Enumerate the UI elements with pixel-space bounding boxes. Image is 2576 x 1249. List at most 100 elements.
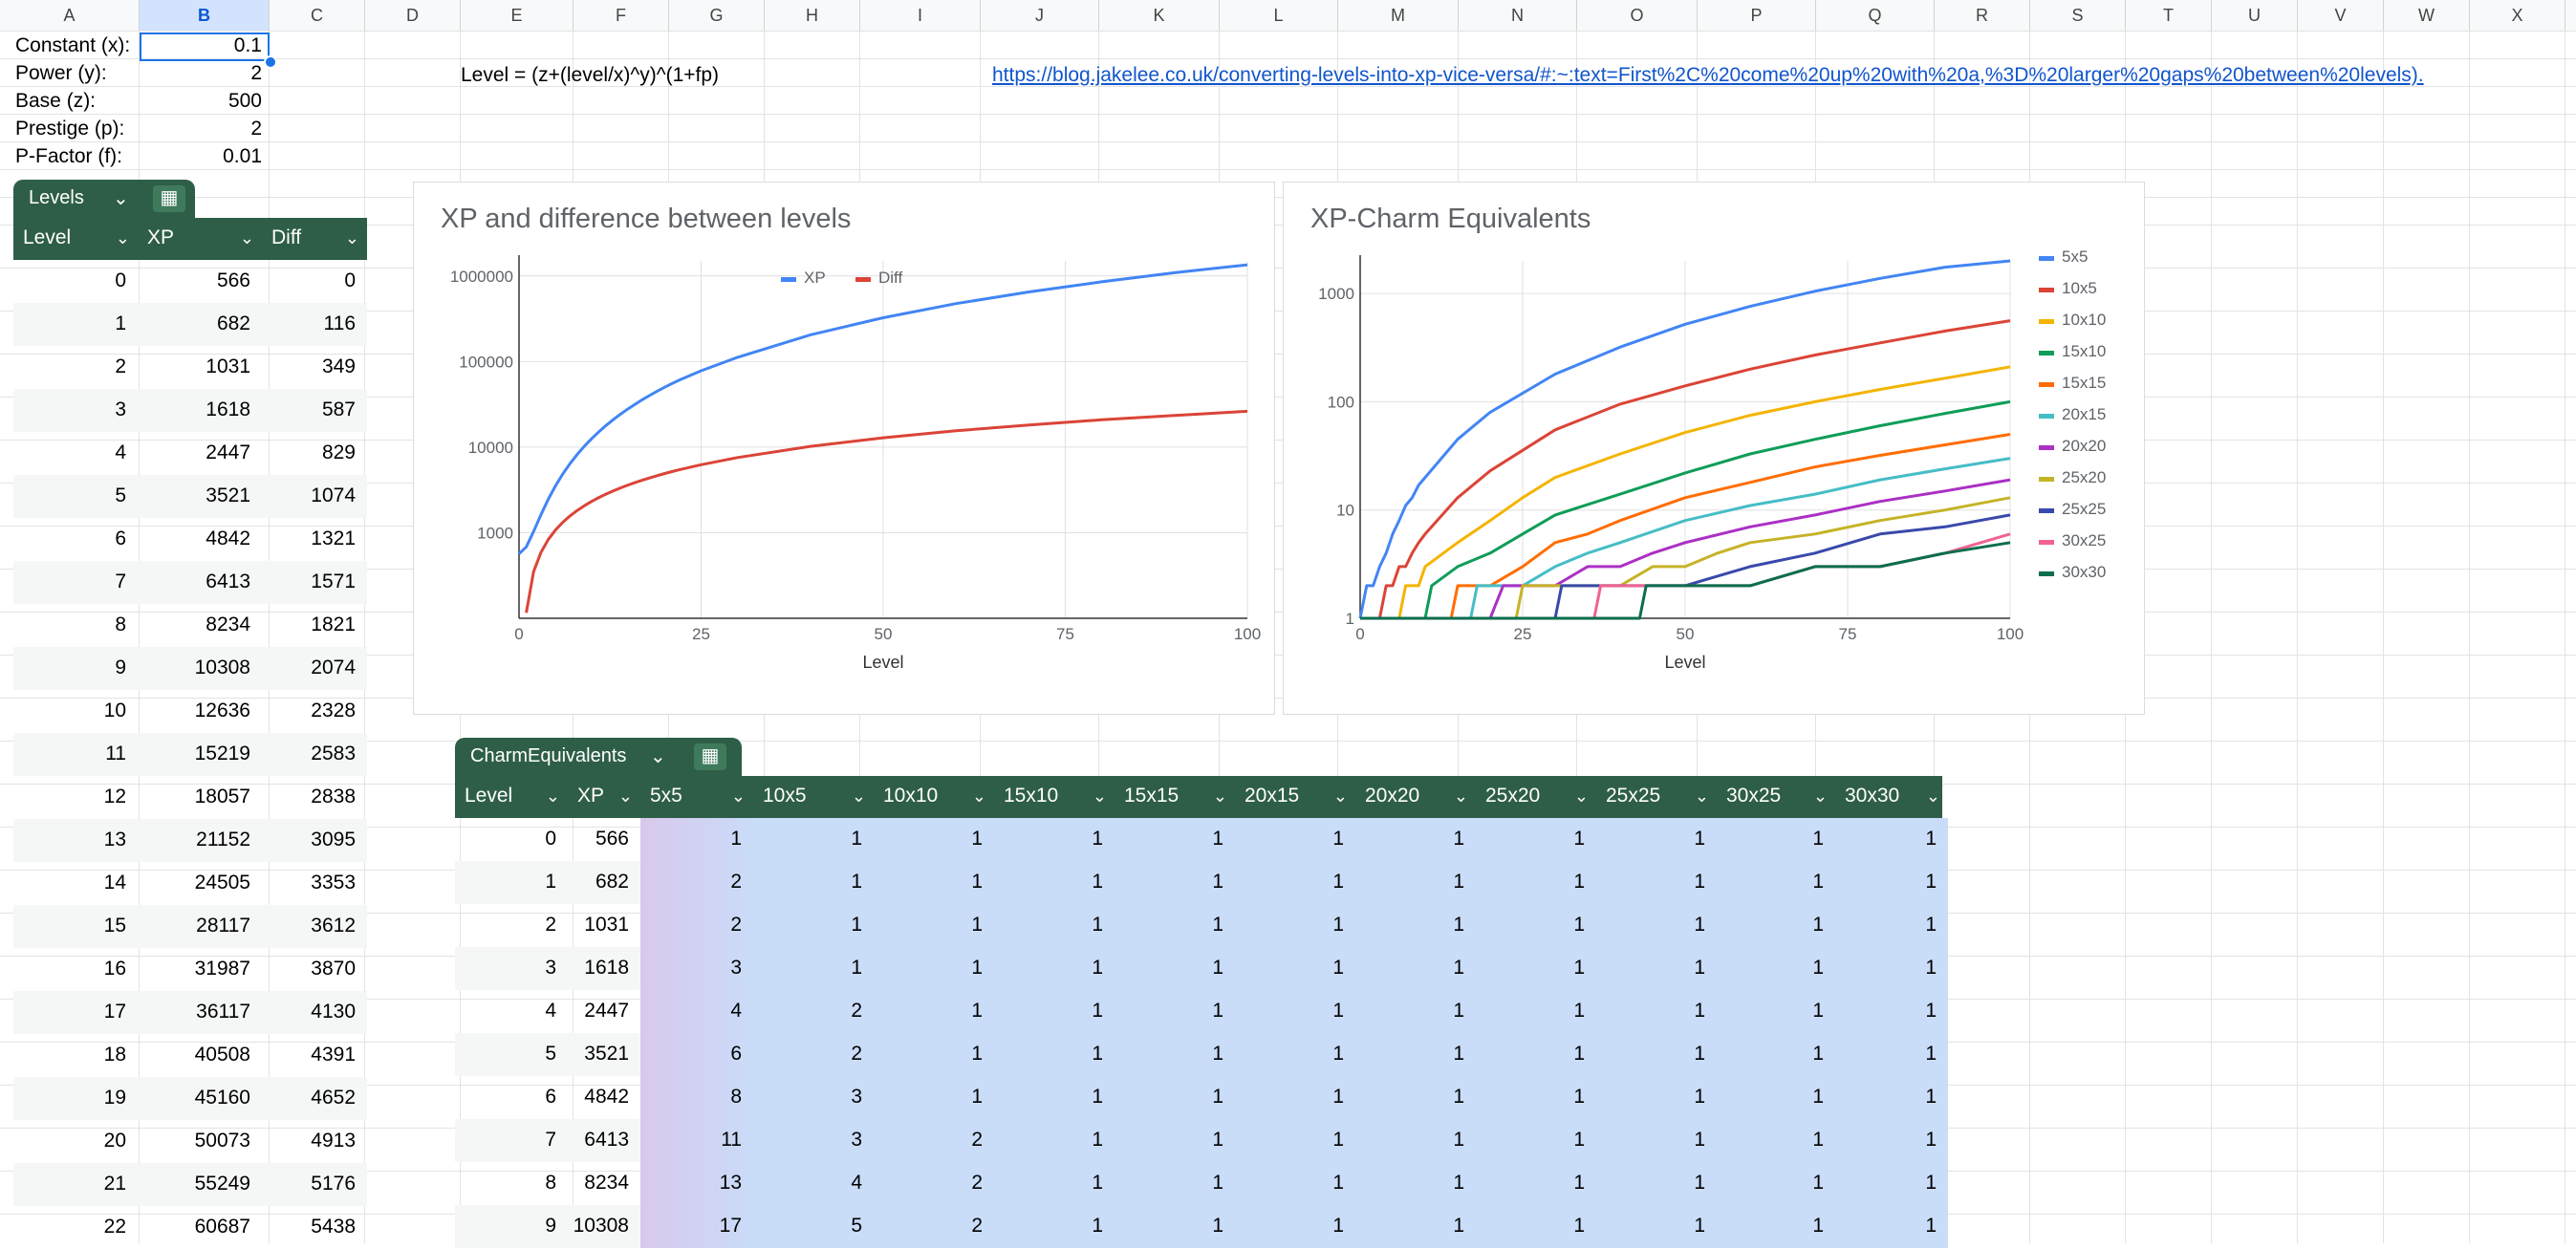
table-cell[interactable]: 1821 (262, 604, 367, 647)
table-cell[interactable]: 0 (262, 260, 367, 303)
column-header-b[interactable]: B (140, 0, 270, 31)
chevron-down-icon[interactable]: ⌄ (852, 776, 866, 816)
table-cell[interactable]: 1 (1115, 1033, 1235, 1076)
table-cell[interactable]: 8234 (138, 604, 262, 647)
table-cell[interactable]: 1 (1476, 818, 1596, 861)
table-cell[interactable]: 40508 (138, 1034, 262, 1077)
table-cell[interactable]: 829 (262, 432, 367, 475)
column-header-u[interactable]: U (2212, 0, 2298, 31)
table-cell[interactable]: 4 (753, 1162, 874, 1205)
param-value[interactable]: 0.01 (140, 142, 262, 171)
chevron-down-icon[interactable]: ⌄ (1813, 776, 1828, 816)
table-cell[interactable]: 1 (1835, 947, 1948, 990)
table-cell[interactable]: 1 (1115, 990, 1235, 1033)
table-cell[interactable]: 8 (455, 1162, 568, 1205)
table-cell[interactable]: 5 (753, 1205, 874, 1248)
table-cell[interactable]: 1 (1717, 1205, 1835, 1248)
table-header-cell[interactable]: Level⌄ (13, 218, 138, 260)
table-header-cell[interactable]: 10x10⌄ (874, 776, 994, 818)
table-cell[interactable]: 3 (753, 1076, 874, 1119)
chevron-down-icon[interactable]: ⌄ (650, 744, 666, 768)
table-cell[interactable]: 1 (640, 818, 753, 861)
table-cell[interactable]: 682 (138, 303, 262, 346)
table-cell[interactable]: 3521 (138, 475, 262, 518)
table-header-cell[interactable]: 30x25⌄ (1717, 776, 1835, 818)
table-cell[interactable]: 24505 (138, 862, 262, 905)
table-cell[interactable]: 6 (13, 518, 138, 561)
column-header-c[interactable]: C (270, 0, 365, 31)
table-cell[interactable]: 1 (1835, 1205, 1948, 1248)
table-cell[interactable]: 20 (13, 1120, 138, 1163)
table-cell[interactable]: 1 (1596, 861, 1717, 904)
column-header-t[interactable]: T (2126, 0, 2212, 31)
table-cell[interactable]: 1 (1596, 904, 1717, 947)
chevron-down-icon[interactable]: ⌄ (1454, 776, 1468, 816)
table-cell[interactable]: 1 (1355, 904, 1476, 947)
param-value[interactable]: 500 (140, 87, 262, 116)
column-header-j[interactable]: J (981, 0, 1099, 31)
table-cell[interactable]: 4 (13, 432, 138, 475)
table-cell[interactable]: 1 (1355, 1033, 1476, 1076)
table-cell[interactable]: 3095 (262, 819, 367, 862)
table-cell[interactable]: 1 (874, 1076, 994, 1119)
column-header-w[interactable]: W (2384, 0, 2470, 31)
table-cell[interactable]: 1 (753, 818, 874, 861)
table-cell[interactable]: 1 (1115, 1076, 1235, 1119)
table-cell[interactable]: 1 (1596, 1162, 1717, 1205)
table-cell[interactable]: 1 (1235, 818, 1355, 861)
table-cell[interactable]: 1 (1235, 990, 1355, 1033)
table-cell[interactable]: 1 (1355, 1205, 1476, 1248)
table-cell[interactable]: 1 (13, 303, 138, 346)
table-cell[interactable]: 12636 (138, 690, 262, 733)
table-cell[interactable]: 1 (874, 861, 994, 904)
table-cell[interactable]: 587 (262, 389, 367, 432)
table-cell[interactable]: 3612 (262, 905, 367, 948)
table-cell[interactable]: 1 (753, 947, 874, 990)
column-header-r[interactable]: R (1935, 0, 2030, 31)
table-cell[interactable]: 1 (753, 904, 874, 947)
table-cell[interactable]: 4 (640, 990, 753, 1033)
table-cell[interactable]: 1 (1476, 1162, 1596, 1205)
table-cell[interactable]: 1 (1476, 1033, 1596, 1076)
table-cell[interactable]: 1 (1355, 861, 1476, 904)
table-cell[interactable]: 2 (753, 1033, 874, 1076)
table-cell[interactable]: 1 (874, 818, 994, 861)
chevron-down-icon[interactable]: ⌄ (731, 776, 746, 816)
table-cell[interactable]: 1 (994, 904, 1115, 947)
table-cell[interactable]: 60687 (138, 1206, 262, 1249)
table-cell[interactable]: 1 (1596, 1205, 1717, 1248)
column-header-m[interactable]: M (1338, 0, 1459, 31)
table-cell[interactable]: 1 (874, 947, 994, 990)
table-cell[interactable]: 1 (994, 947, 1115, 990)
table-cell[interactable]: 13 (640, 1162, 753, 1205)
column-header-p[interactable]: P (1698, 0, 1816, 31)
table-cell[interactable]: 3 (640, 947, 753, 990)
column-header-a[interactable]: A (0, 0, 140, 31)
table-cell[interactable]: 16 (13, 948, 138, 991)
table-cell[interactable]: 1 (1235, 947, 1355, 990)
table-cell[interactable]: 1618 (568, 947, 640, 990)
table-cell[interactable]: 1 (1355, 990, 1476, 1033)
table-cell[interactable]: 10 (13, 690, 138, 733)
table-cell[interactable]: 3 (455, 947, 568, 990)
table-header-cell[interactable]: Diff⌄ (262, 218, 367, 260)
table-cell[interactable]: 1 (1476, 904, 1596, 947)
table-cell[interactable]: 1 (1596, 1076, 1717, 1119)
column-header-n[interactable]: N (1459, 0, 1577, 31)
chevron-down-icon[interactable]: ⌄ (116, 218, 130, 258)
table-cell[interactable]: 4391 (262, 1034, 367, 1077)
table-cell[interactable]: 1 (1355, 1162, 1476, 1205)
chevron-down-icon[interactable]: ⌄ (1333, 776, 1348, 816)
table-cell[interactable]: 1 (1115, 818, 1235, 861)
table-header-cell[interactable]: Level⌄ (455, 776, 568, 818)
table-header-cell[interactable]: 25x25⌄ (1596, 776, 1717, 818)
table-cell[interactable]: 1 (1717, 990, 1835, 1033)
table-cell[interactable]: 1 (874, 990, 994, 1033)
chevron-down-icon[interactable]: ⌄ (972, 776, 986, 816)
table-header-cell[interactable]: 15x15⌄ (1115, 776, 1235, 818)
chevron-down-icon[interactable]: ⌄ (345, 218, 359, 258)
chevron-down-icon[interactable]: ⌄ (618, 776, 633, 816)
table-header-cell[interactable]: 20x15⌄ (1235, 776, 1355, 818)
table-cell[interactable]: 6 (640, 1033, 753, 1076)
